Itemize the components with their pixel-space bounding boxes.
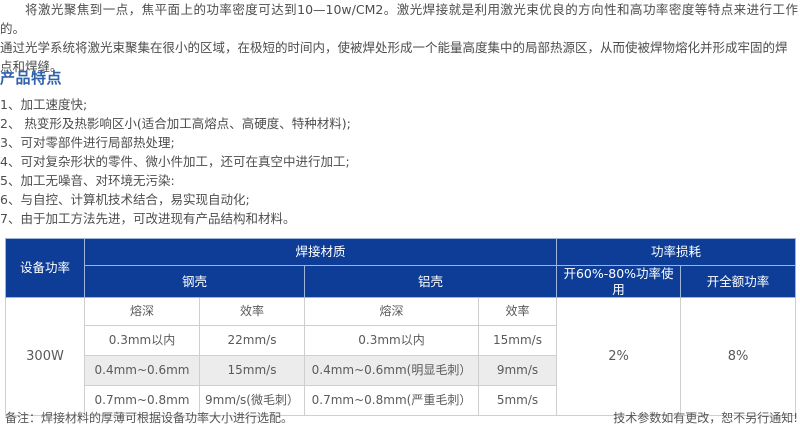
subheader-steel-depth: 熔深 [84,297,200,327]
intro-line-3: 点和焊缝。 [0,59,63,74]
intro-line-2: 通过光学系统将激光束聚集在很小的区域，在极短的时间内，使被焊处形成一个能量高度集… [0,40,788,55]
header-full-power: 开全额功率 [680,264,797,299]
cell-alu-speed: 15mm/s [477,325,558,357]
cell-steel-speed: 22mm/s [199,325,305,357]
list-item: 1、加工速度快; [0,97,88,112]
cell-steel-speed: 9mm/s(微毛刺） [199,385,305,417]
cell-steel-depth: 0.4mm~0.6mm [84,355,200,387]
cell-steel-depth: 0.7mm~0.8mm [84,385,200,417]
spec-table: 设备功率 焊接材质 功率损耗 钢壳 铝壳 开60%-80%功率使用 开全额功率 … [5,237,797,417]
list-item: 6、与自控、计算机技术结合，易实现自动化; [0,192,250,207]
cell-alu-depth: 0.7mm~0.8mm(严重毛刺） [304,385,479,417]
header-power-loss: 功率损耗 [556,238,797,266]
cell-alu-speed: 5mm/s [477,385,558,417]
table-row: 0.3mm以内 22mm/s 0.3mm以内 15mm/s [6,325,796,357]
list-item: 4、可对复杂形状的零件、微小件加工，还可在真空中进行加工; [0,154,350,169]
intro-paragraph: 将激光聚焦到一点，焦平面上的功率密度可达到10—10w/CM2。激光焊接就是利用… [0,0,800,76]
list-item: 3、可对零部件进行局部热处理; [0,135,175,150]
cell-device-power-value: 300W [5,297,85,417]
cell-partial-power-value: 2% [556,297,682,417]
header-steel-shell: 钢壳 [84,264,305,299]
subheader-alu-speed: 效率 [477,297,558,327]
footer-note-right: 技术参数如有更改，恕不另行通知! [613,411,798,425]
list-item: 2、 热变形及热影响区小(适合加工高熔点、高硬度、特种材料); [0,116,351,131]
cell-alu-speed: 9mm/s [477,355,558,387]
header-partial-power: 开60%-80%功率使用 [556,264,682,299]
cell-steel-speed: 15mm/s [199,355,305,387]
feature-list: 1、加工速度快; 2、 热变形及热影响区小(适合加工高熔点、高硬度、特种材料);… [0,95,560,228]
section-title: 产品特点 [0,69,63,87]
list-item: 5、加工无噪音、对环境无污染: [0,173,175,188]
table-subheader-row: 300W 熔深 效率 熔深 效率 2% 8% [5,297,797,417]
footer-note-left: 备注：焊接材料的厚薄可根据设备功率大小进行选配。 [5,411,294,425]
header-weld-material: 焊接材质 [83,238,558,266]
subheader-steel-speed: 效率 [199,297,305,327]
cell-alu-depth: 0.3mm以内 [304,325,479,357]
spec-table-wrapper: 设备功率 焊接材质 功率损耗 钢壳 铝壳 开60%-80%功率使用 开全额功率 … [5,237,797,417]
list-item: 7、由于加工方法先进，可改进现有产品结构和材料。 [0,211,296,226]
table-header-row-1: 设备功率 焊接材质 功率损耗 [5,237,797,299]
cell-steel-depth: 0.3mm以内 [84,325,200,357]
cell-full-power-value: 8% [680,297,797,417]
intro-line-1: 将激光聚焦到一点，焦平面上的功率密度可达到10—10w/CM2。激光焊接就是利用… [0,2,798,36]
header-device-power: 设备功率 [5,237,85,299]
table-row: 0.7mm~0.8mm 9mm/s(微毛刺） 0.7mm~0.8mm(严重毛刺）… [6,385,796,417]
header-aluminum-shell: 铝壳 [303,264,558,299]
table-header-row-2: 钢壳 铝壳 开60%-80%功率使用 开全额功率 [6,264,797,299]
table-row: 0.4mm~0.6mm 15mm/s 0.4mm~0.6mm(明显毛刺） 9mm… [6,355,796,387]
cell-alu-depth: 0.4mm~0.6mm(明显毛刺） [304,355,479,387]
subheader-alu-depth: 熔深 [304,297,479,327]
